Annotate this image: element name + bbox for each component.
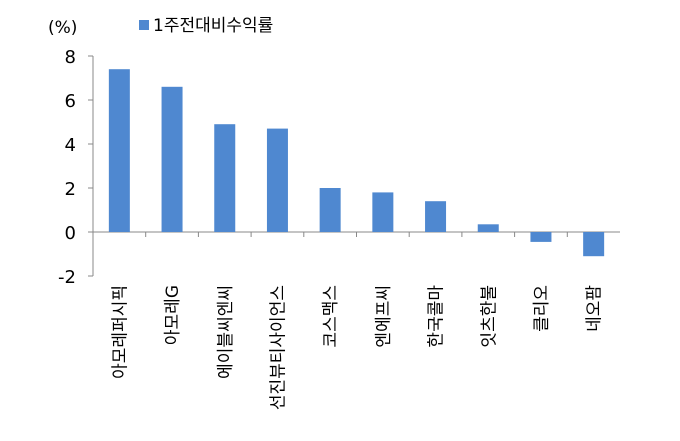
bar-8 [477,224,499,232]
y-axis-unit-label: (%) [48,18,77,38]
bar-5 [319,188,341,232]
bar-9 [530,232,552,242]
legend: 1주전대비수익률 [139,16,273,36]
y-tick-label: -2 [58,267,76,288]
x-tick-label: 엔에프씨 [374,285,394,348]
bar-6 [372,192,394,232]
x-tick-label: 에이블씨엔씨 [216,285,236,379]
bar-1 [108,69,130,232]
y-tick-label: 4 [65,135,76,156]
y-tick-label: 2 [65,179,76,200]
x-tick-label: 네오팜 [585,285,605,332]
bar-7 [425,201,447,232]
legend-label: 1주전대비수익률 [153,16,273,36]
y-tick-label: 6 [65,91,76,112]
x-tick-label: 코스맥스 [321,285,341,348]
x-tick-label: 잇츠한불 [479,285,499,348]
y-tick-labels: 8 6 4 2 0 -2 [58,47,76,288]
x-tick-label: 아모레퍼시픽 [110,285,130,379]
bar-2 [161,86,183,232]
bar-10 [583,232,605,257]
x-tick-labels: 아모레퍼시픽 아모레G 에이블씨엔씨 선진뷰티사이언스 코스맥스 엔에프씨 한국콜마 잇츠한불… [110,285,604,410]
bars [108,69,605,257]
bar-3 [214,124,236,232]
legend-swatch [139,20,149,30]
x-tick-label: 선진뷰티사이언스 [268,285,288,410]
y-tick-label: 8 [65,47,76,68]
y-tick-label: 0 [65,223,76,244]
x-tick-label: 아모레G [163,285,183,345]
x-tick-label: 한국콜마 [427,285,447,348]
x-tick-label: 클리오 [532,285,552,332]
bar-4 [266,128,288,232]
